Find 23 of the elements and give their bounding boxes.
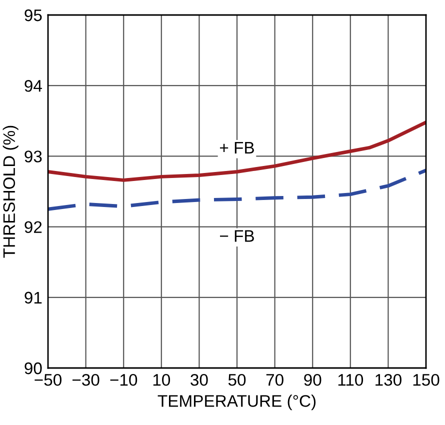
x-tick-label: −10 [110, 374, 138, 386]
x-tick-label: 50 [228, 374, 246, 386]
annotation: − FB [220, 230, 254, 242]
x-tick-label: 130 [376, 374, 402, 386]
annotation: + FB [220, 142, 254, 154]
y-axis-title: THRESHOLD (%) [2, 126, 18, 258]
y-tick-label: 94 [24, 80, 42, 92]
line-series [48, 168, 426, 211]
y-tick-label: 95 [24, 9, 42, 22]
x-tick-label: 70 [266, 374, 284, 386]
y-tick-label: 93 [24, 150, 42, 162]
y-tick-label: 90 [24, 362, 42, 374]
x-tick-label: 10 [153, 374, 170, 386]
x-tick-label: 150 [413, 374, 440, 386]
line-series [48, 120, 426, 182]
y-tick-label: 92 [24, 221, 42, 234]
x-axis-title: TEMPERATURE (°C) [158, 394, 316, 410]
x-tick-label: −30 [72, 374, 100, 386]
x-tick-label: 90 [304, 374, 322, 386]
y-tick-label: 91 [24, 292, 42, 304]
x-tick-label: 110 [338, 374, 364, 386]
x-tick-label: 30 [190, 374, 208, 386]
x-tick-label: −50 [34, 374, 62, 386]
